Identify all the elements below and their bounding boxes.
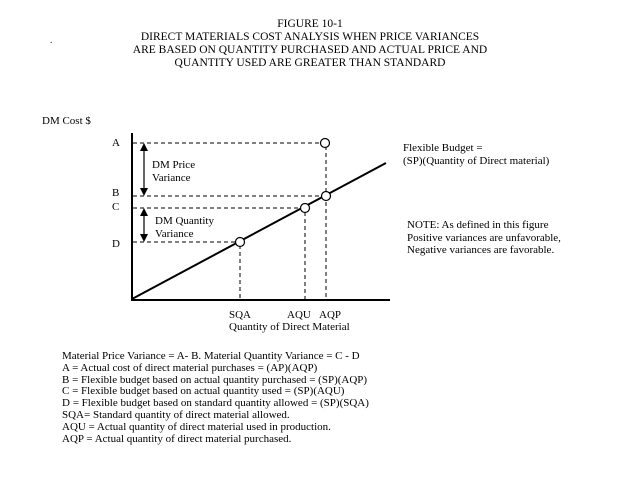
legend-line: A = Actual cost of direct material purch… [62,361,318,374]
y-axis-label: DM Cost $ [42,115,91,127]
y-point-c: C [112,201,119,213]
y-point-a: A [112,137,120,149]
point-sqa [234,236,246,248]
figure-subtitle-line-1: DIRECT MATERIALS COST ANALYSIS WHEN PRIC… [140,31,480,43]
point-aqu [299,202,311,214]
legend-line: AQU = Actual quantity of direct material… [62,420,331,433]
figure-title-block: FIGURE 10-1 DIRECT MATERIALS COST ANALYS… [90,18,530,70]
legend-line: AQP = Actual quantity of direct material… [62,432,292,445]
legend-line: SQA= Standard quantity of direct materia… [62,408,290,421]
legend-line: D = Flexible budget based on standard qu… [62,397,369,410]
figure-subtitle-line-3: QUANTITY USED ARE GREATER THAN STANDARD [174,57,446,69]
x-point-aqp: AQP [319,309,341,321]
point-a [319,137,331,149]
x-point-sqa: SQA [229,309,251,321]
price-variance-label-2: Variance [152,172,191,184]
figure-title: FIGURE 10-1 [277,18,343,30]
note-line-2: Positive variances are unfavorable, [407,231,561,244]
y-point-b: B [112,187,119,199]
figure-subtitle-line-2: ARE BASED ON QUANTITY PURCHASED AND ACTU… [132,44,488,56]
flexible-budget-line-1: Flexible Budget = [403,142,483,154]
quantity-variance-label-2: Variance [155,228,194,240]
stray-mark: . [50,35,53,45]
legend-line: Material Price Variance = A- B. Material… [62,350,360,362]
x-axis-label: Quantity of Direct Material [229,321,350,333]
price-variance-label-1: DM Price [152,159,195,171]
y-point-d: D [112,238,120,250]
legend-line: C = Flexible budget based on actual quan… [62,385,345,398]
legend-line: B = Flexible budget based on actual quan… [62,373,368,386]
flexible-budget-line-2: (SP)(Quantity of Direct material) [403,154,550,167]
note-line-3: Negative variances are favorable. [407,244,555,256]
definitions-legend: Material Price Variance = A- B. Material… [62,350,369,445]
flexible-budget-label: Flexible Budget = (SP)(Quantity of Direc… [403,142,549,167]
x-point-aqu: AQU [287,309,311,321]
quantity-variance-label-1: DM Quantity [155,215,214,227]
note-line-1: NOTE: As defined in this figure [407,219,549,231]
note-block: NOTE: As defined in this figure Positive… [407,219,561,257]
flexible-budget-line [131,162,387,300]
point-aqp [320,190,332,202]
